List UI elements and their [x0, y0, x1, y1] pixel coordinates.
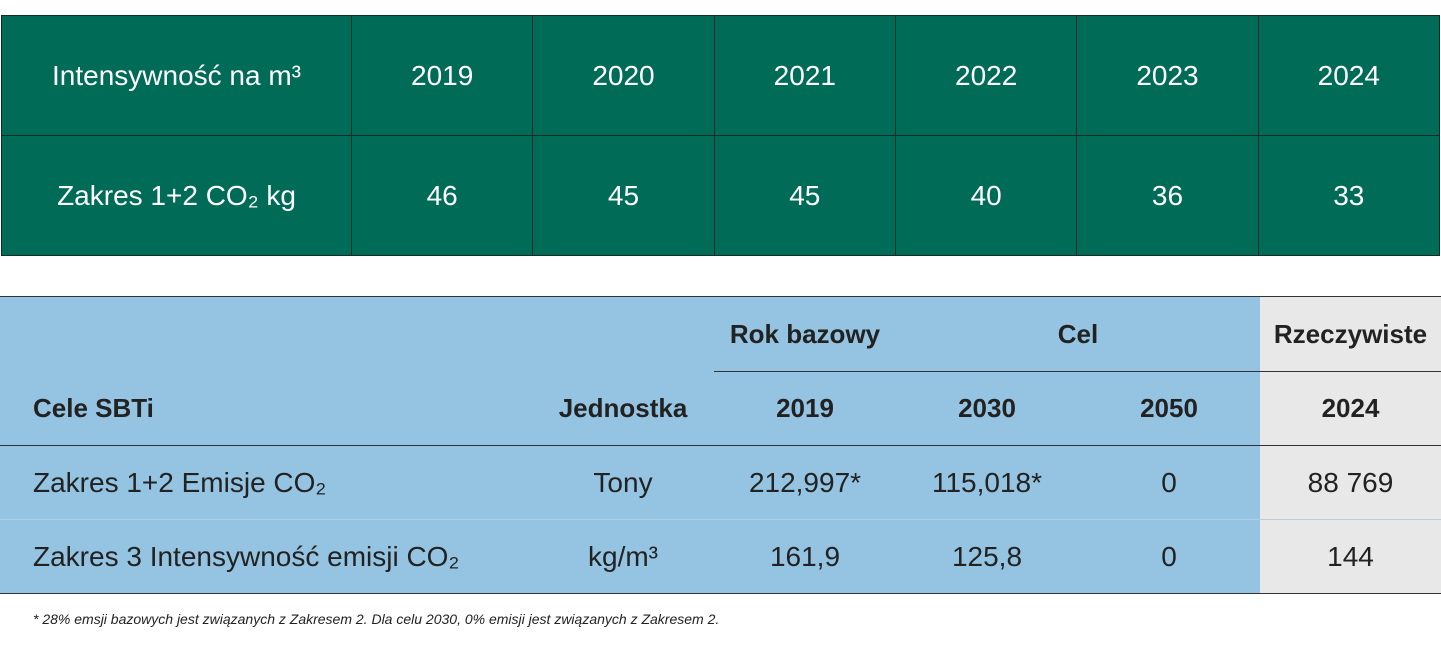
col-base-year: 2019 — [714, 371, 896, 446]
col-unit: Jednostka — [532, 371, 714, 446]
col-target-2030: 2030 — [896, 371, 1078, 446]
value-2021: 45 — [713, 135, 896, 256]
col-label: Cele SBTi — [0, 371, 532, 446]
row-base: 212,997* — [714, 445, 896, 520]
intensity-data-row: Zakres 1+2 CO₂ kg 46 45 45 40 36 33 — [1, 135, 1441, 256]
group-actual: Rzeczywiste — [1260, 296, 1441, 372]
sbti-table: Rok bazowy Cel Rzeczywiste Cele SBTi Jed… — [0, 296, 1441, 594]
sbti-group-header-row: Rok bazowy Cel Rzeczywiste — [0, 296, 1441, 372]
year-2019: 2019 — [350, 15, 534, 136]
group-base-year: Rok bazowy — [714, 296, 896, 372]
value-2020: 45 — [532, 135, 715, 256]
row-label: Zakres 3 Intensywność emisji CO₂ — [0, 519, 532, 594]
year-2022: 2022 — [894, 15, 1078, 136]
col-target-2050: 2050 — [1078, 371, 1260, 446]
footnote: * 28% emsji bazowych jest związanych z Z… — [33, 611, 720, 627]
row-actual: 88 769 — [1260, 445, 1441, 520]
row-label: Zakres 1+2 Emisje CO₂ — [0, 445, 532, 520]
row-base: 161,9 — [714, 519, 896, 594]
value-2022: 40 — [894, 135, 1078, 256]
col-actual-year: 2024 — [1260, 371, 1441, 446]
year-2020: 2020 — [532, 15, 715, 136]
row-target-2030: 115,018* — [896, 445, 1078, 520]
value-2024: 33 — [1257, 135, 1441, 256]
table-row: Zakres 1+2 Emisje CO₂ Tony 212,997* 115,… — [0, 445, 1441, 520]
year-2023: 2023 — [1076, 15, 1259, 136]
intensity-header-label: Intensywność na m³ — [1, 15, 352, 136]
group-target: Cel — [896, 296, 1260, 372]
table-row: Zakres 3 Intensywność emisji CO₂ kg/m³ 1… — [0, 519, 1441, 594]
year-2024: 2024 — [1257, 15, 1441, 136]
row-actual: 144 — [1260, 519, 1441, 594]
row-unit: Tony — [532, 445, 714, 520]
intensity-row-label: Zakres 1+2 CO₂ kg — [1, 135, 352, 256]
value-2023: 36 — [1076, 135, 1259, 256]
row-target-2030: 125,8 — [896, 519, 1078, 594]
intensity-header-row: Intensywność na m³ 2019 2020 2021 2022 2… — [1, 15, 1441, 136]
sbti-column-header-row: Cele SBTi Jednostka 2019 2030 2050 2024 — [0, 371, 1441, 446]
value-2019: 46 — [350, 135, 534, 256]
row-target-2050: 0 — [1078, 519, 1260, 594]
row-unit: kg/m³ — [532, 519, 714, 594]
row-target-2050: 0 — [1078, 445, 1260, 520]
intensity-table: Intensywność na m³ 2019 2020 2021 2022 2… — [1, 15, 1441, 256]
year-2021: 2021 — [713, 15, 896, 136]
